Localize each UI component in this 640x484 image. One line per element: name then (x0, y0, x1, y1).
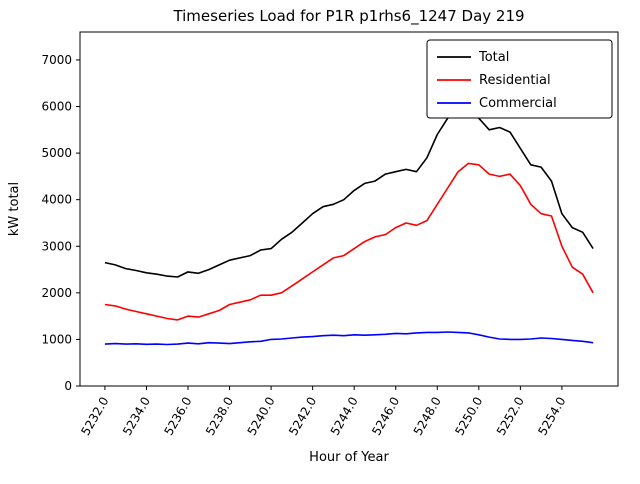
y-tick-label: 4000 (41, 193, 72, 207)
y-tick-label: 2000 (41, 286, 72, 300)
chart-title: Timeseries Load for P1R p1rhs6_1247 Day … (172, 7, 524, 26)
series-line-commercial (104, 331, 594, 346)
y-axis-label: kW total (7, 182, 22, 236)
x-axis-label: Hour of Year (309, 450, 389, 465)
series-group (104, 110, 594, 346)
y-tick-label: 3000 (41, 239, 72, 253)
y-tick-label: 0 (64, 379, 72, 393)
axes-frame (79, 31, 619, 387)
legend-box (426, 39, 613, 119)
series-line-residential (104, 162, 594, 321)
legend-label-residential: Residential (479, 73, 551, 88)
y-tick-label: 5000 (41, 146, 72, 160)
legend-label-commercial: Commercial (479, 96, 557, 111)
y-tick-label: 7000 (41, 53, 72, 67)
y-tick-label: 1000 (41, 332, 72, 346)
legend-label-total: Total (478, 50, 509, 65)
series-line-total (104, 110, 594, 278)
legend: Total Residential Commercial (426, 39, 613, 119)
y-tick-label: 6000 (41, 100, 72, 114)
